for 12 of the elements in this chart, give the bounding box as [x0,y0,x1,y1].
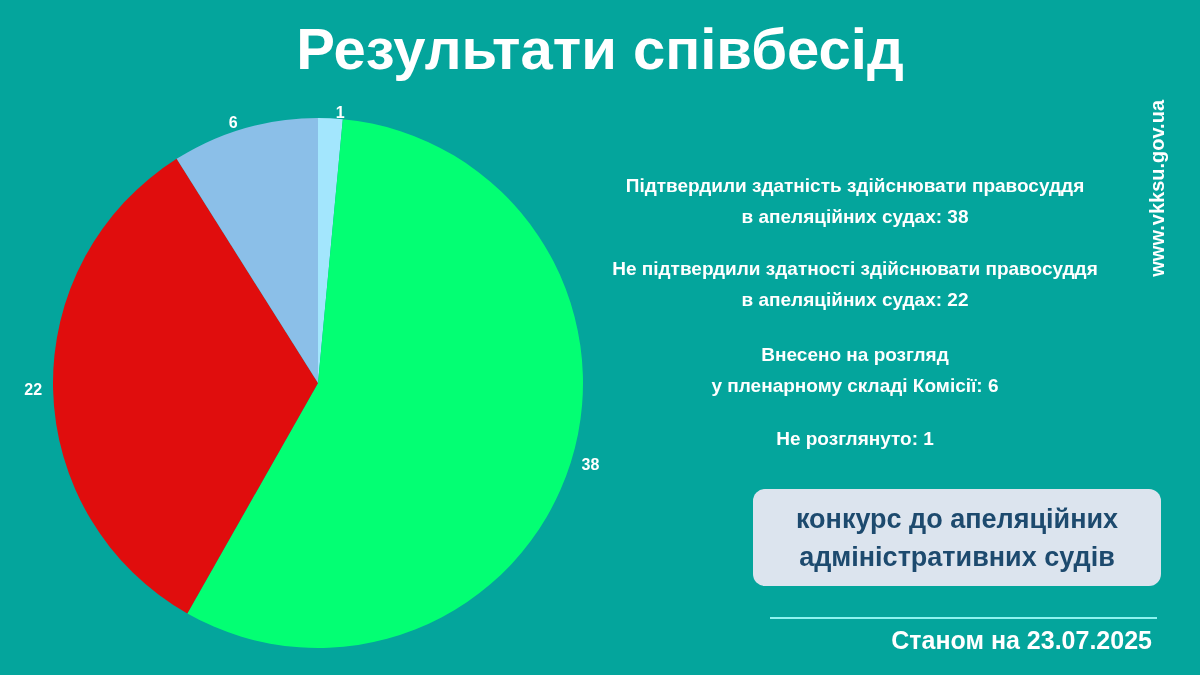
text: конкурс до апеляційних адміністративних судів [794,503,1120,574]
data-label: 38 [581,455,600,473]
data-label: 22 [24,380,43,398]
text: Не розглянуто: 1 [775,427,935,451]
text: www.vkksu.gov.ua [1145,100,1169,277]
data-label: 1 [335,103,345,121]
chart-title: Результати співбесід [296,15,904,81]
text: Підтвердили здатність здійснювати правосуддя в апеляційних судах: 38 [625,175,1085,227]
text: Станом на 23.07.2025 [891,625,1152,656]
text: Не підтвердили здатності здійснювати правосуддя в апеляційних судах: 22 [612,258,1098,310]
data-label: 6 [228,114,238,132]
text: Внесено на розгляд у пленарному складі Комісії: 6 [710,343,1000,398]
